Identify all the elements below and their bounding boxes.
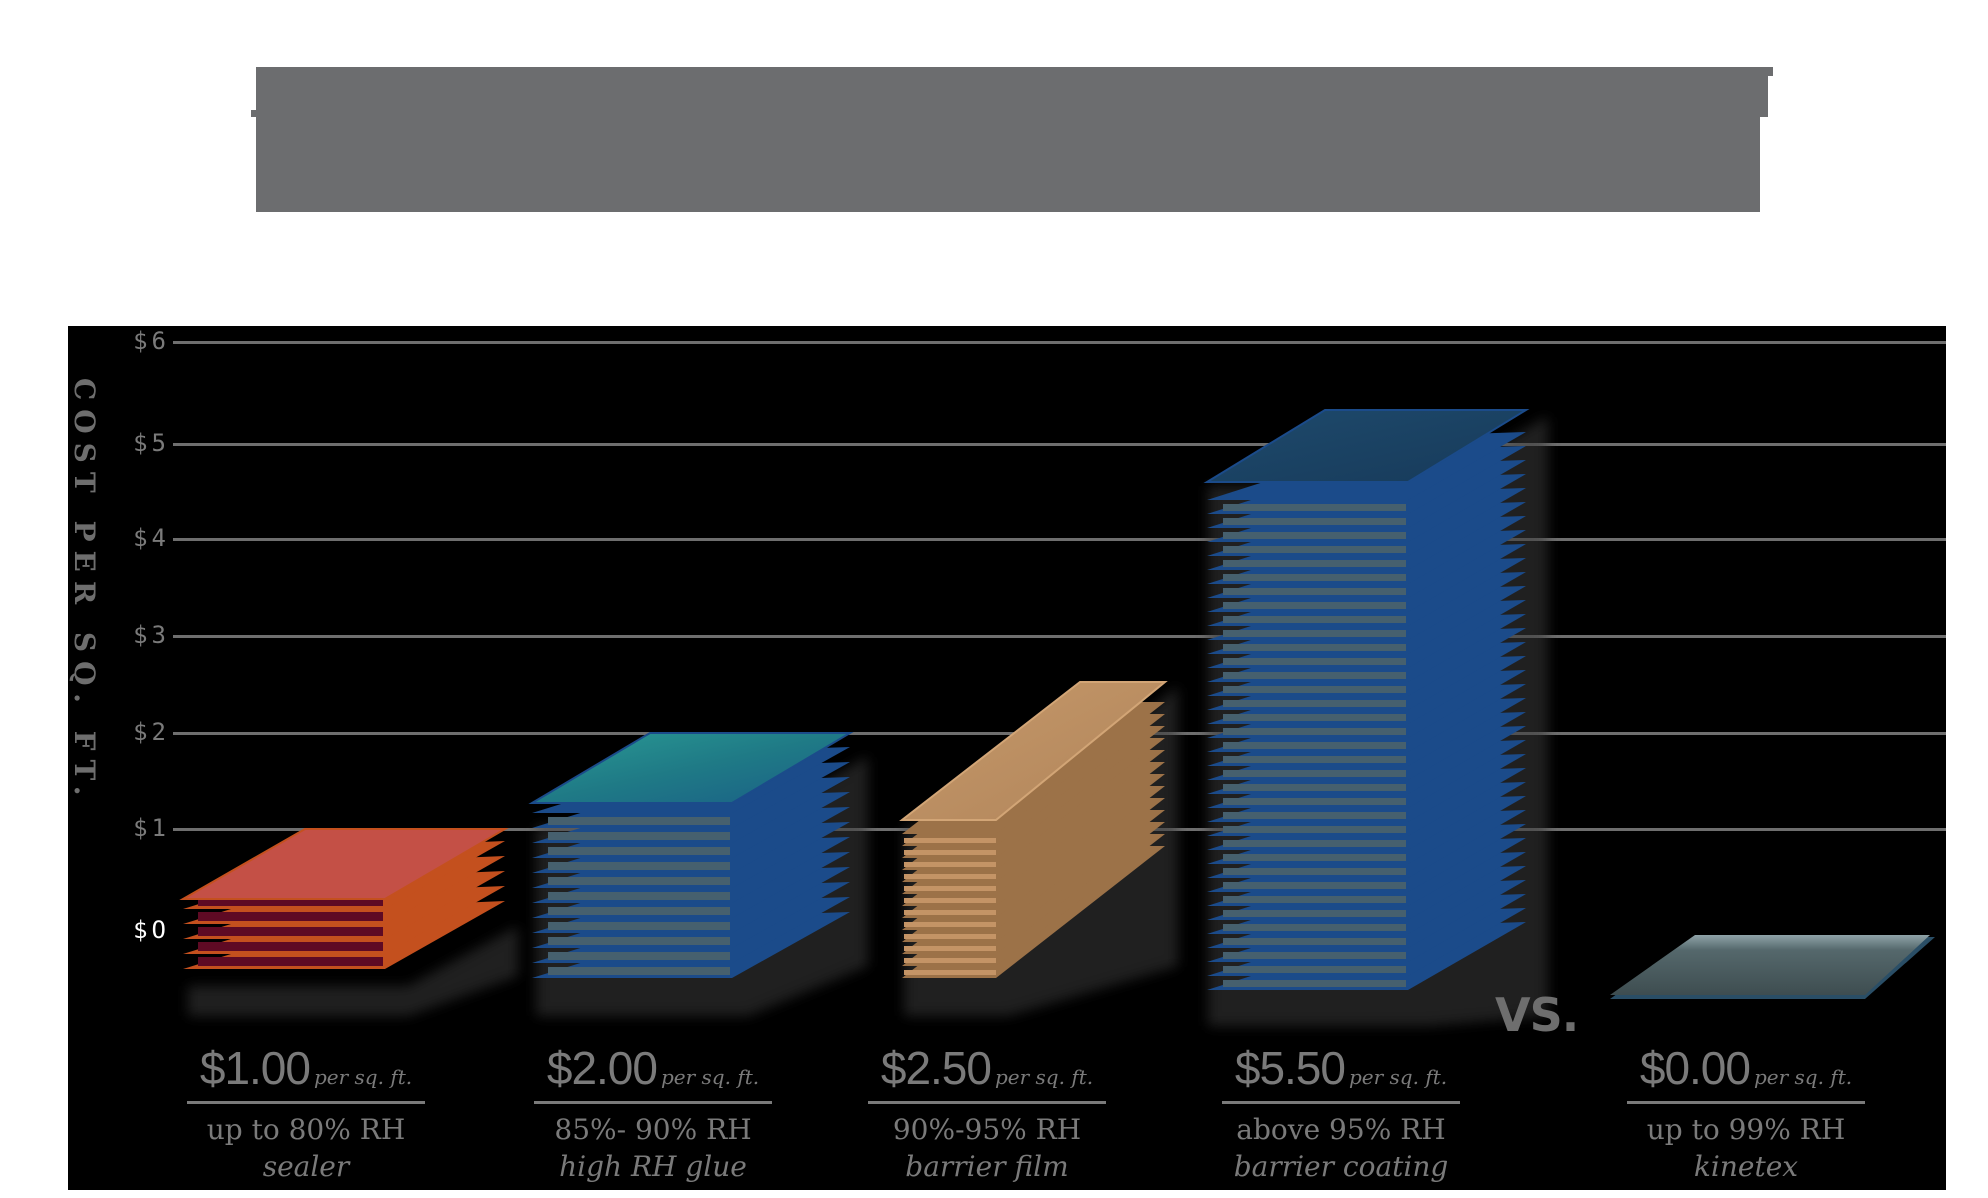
gridline-6	[173, 341, 1946, 344]
price-value: $1.00	[199, 1042, 311, 1094]
price-value: $2.50	[880, 1042, 992, 1094]
product-name: barrier film	[905, 1150, 1069, 1183]
bar-high-rh-glue	[528, 732, 854, 978]
label-column-high-rh-glue: $2.00 per sq. ft. 85%- 90% RH high RH glu…	[528, 1040, 778, 1184]
label-divider	[868, 1101, 1106, 1104]
price-unit: per sq. ft.	[313, 1065, 413, 1089]
y-tick-label-zero: $O	[133, 916, 170, 944]
rh-range: up to 99% RH	[1646, 1113, 1846, 1146]
bars-graphic	[179, 409, 1935, 1026]
label-column-sealer: $1.00 per sq. ft. up to 80% RH sealer	[181, 1040, 431, 1184]
price-unit: per sq. ft.	[660, 1065, 760, 1089]
y-tick-label: $6	[133, 327, 170, 355]
y-tick-label: $2	[133, 718, 170, 746]
title-banner-detail	[251, 110, 256, 117]
label-divider	[187, 1101, 425, 1104]
price-value: $2.00	[546, 1042, 658, 1094]
rh-range: up to 80% RH	[206, 1113, 406, 1146]
price-unit: per sq. ft.	[1753, 1065, 1853, 1089]
gridline-5	[173, 443, 1946, 446]
label-column-barrier-film: $2.50 per sq. ft. 90%-95% RH barrier film	[862, 1040, 1112, 1184]
product-name: high RH glue	[559, 1150, 747, 1183]
title-banner-detail	[1760, 67, 1768, 117]
label-divider	[1627, 1101, 1865, 1104]
price-value: $0.00	[1639, 1042, 1751, 1094]
vs-label: VS.	[1495, 988, 1579, 1042]
rh-range: 85%- 90% RH	[554, 1113, 752, 1146]
price-unit: per sq. ft.	[994, 1065, 1094, 1089]
rh-range: 90%-95% RH	[892, 1113, 1082, 1146]
bar-barrier-coating	[1203, 409, 1530, 990]
label-divider	[1222, 1101, 1460, 1104]
product-name: kinetex	[1693, 1150, 1799, 1183]
cost-chart: COST PER SQ. FT. $6 $5 $4 $3 $2 $1 $O	[68, 326, 1946, 1190]
gridline-3	[173, 635, 1946, 638]
price-unit: per sq. ft.	[1348, 1065, 1448, 1089]
bar-sealer	[179, 828, 509, 969]
y-tick-label: $5	[133, 429, 170, 457]
label-column-kinetex: $0.00 per sq. ft. up to 99% RH kinetex	[1621, 1040, 1871, 1184]
price-value: $5.50	[1234, 1042, 1346, 1094]
rh-range: above 95% RH	[1236, 1113, 1446, 1146]
label-column-barrier-coating: $5.50 per sq. ft. above 95% RH barrier co…	[1216, 1040, 1466, 1184]
y-tick-label: $3	[133, 621, 170, 649]
y-tick-label: $1	[133, 814, 170, 842]
y-tick-label: $4	[133, 524, 170, 552]
product-name: sealer	[262, 1150, 350, 1183]
gridline-4	[173, 538, 1946, 541]
bar-kinetex	[1610, 935, 1935, 999]
bar-barrier-film	[899, 681, 1168, 978]
label-divider	[534, 1101, 772, 1104]
product-name: barrier coating	[1233, 1150, 1449, 1183]
title-banner	[251, 67, 1773, 212]
